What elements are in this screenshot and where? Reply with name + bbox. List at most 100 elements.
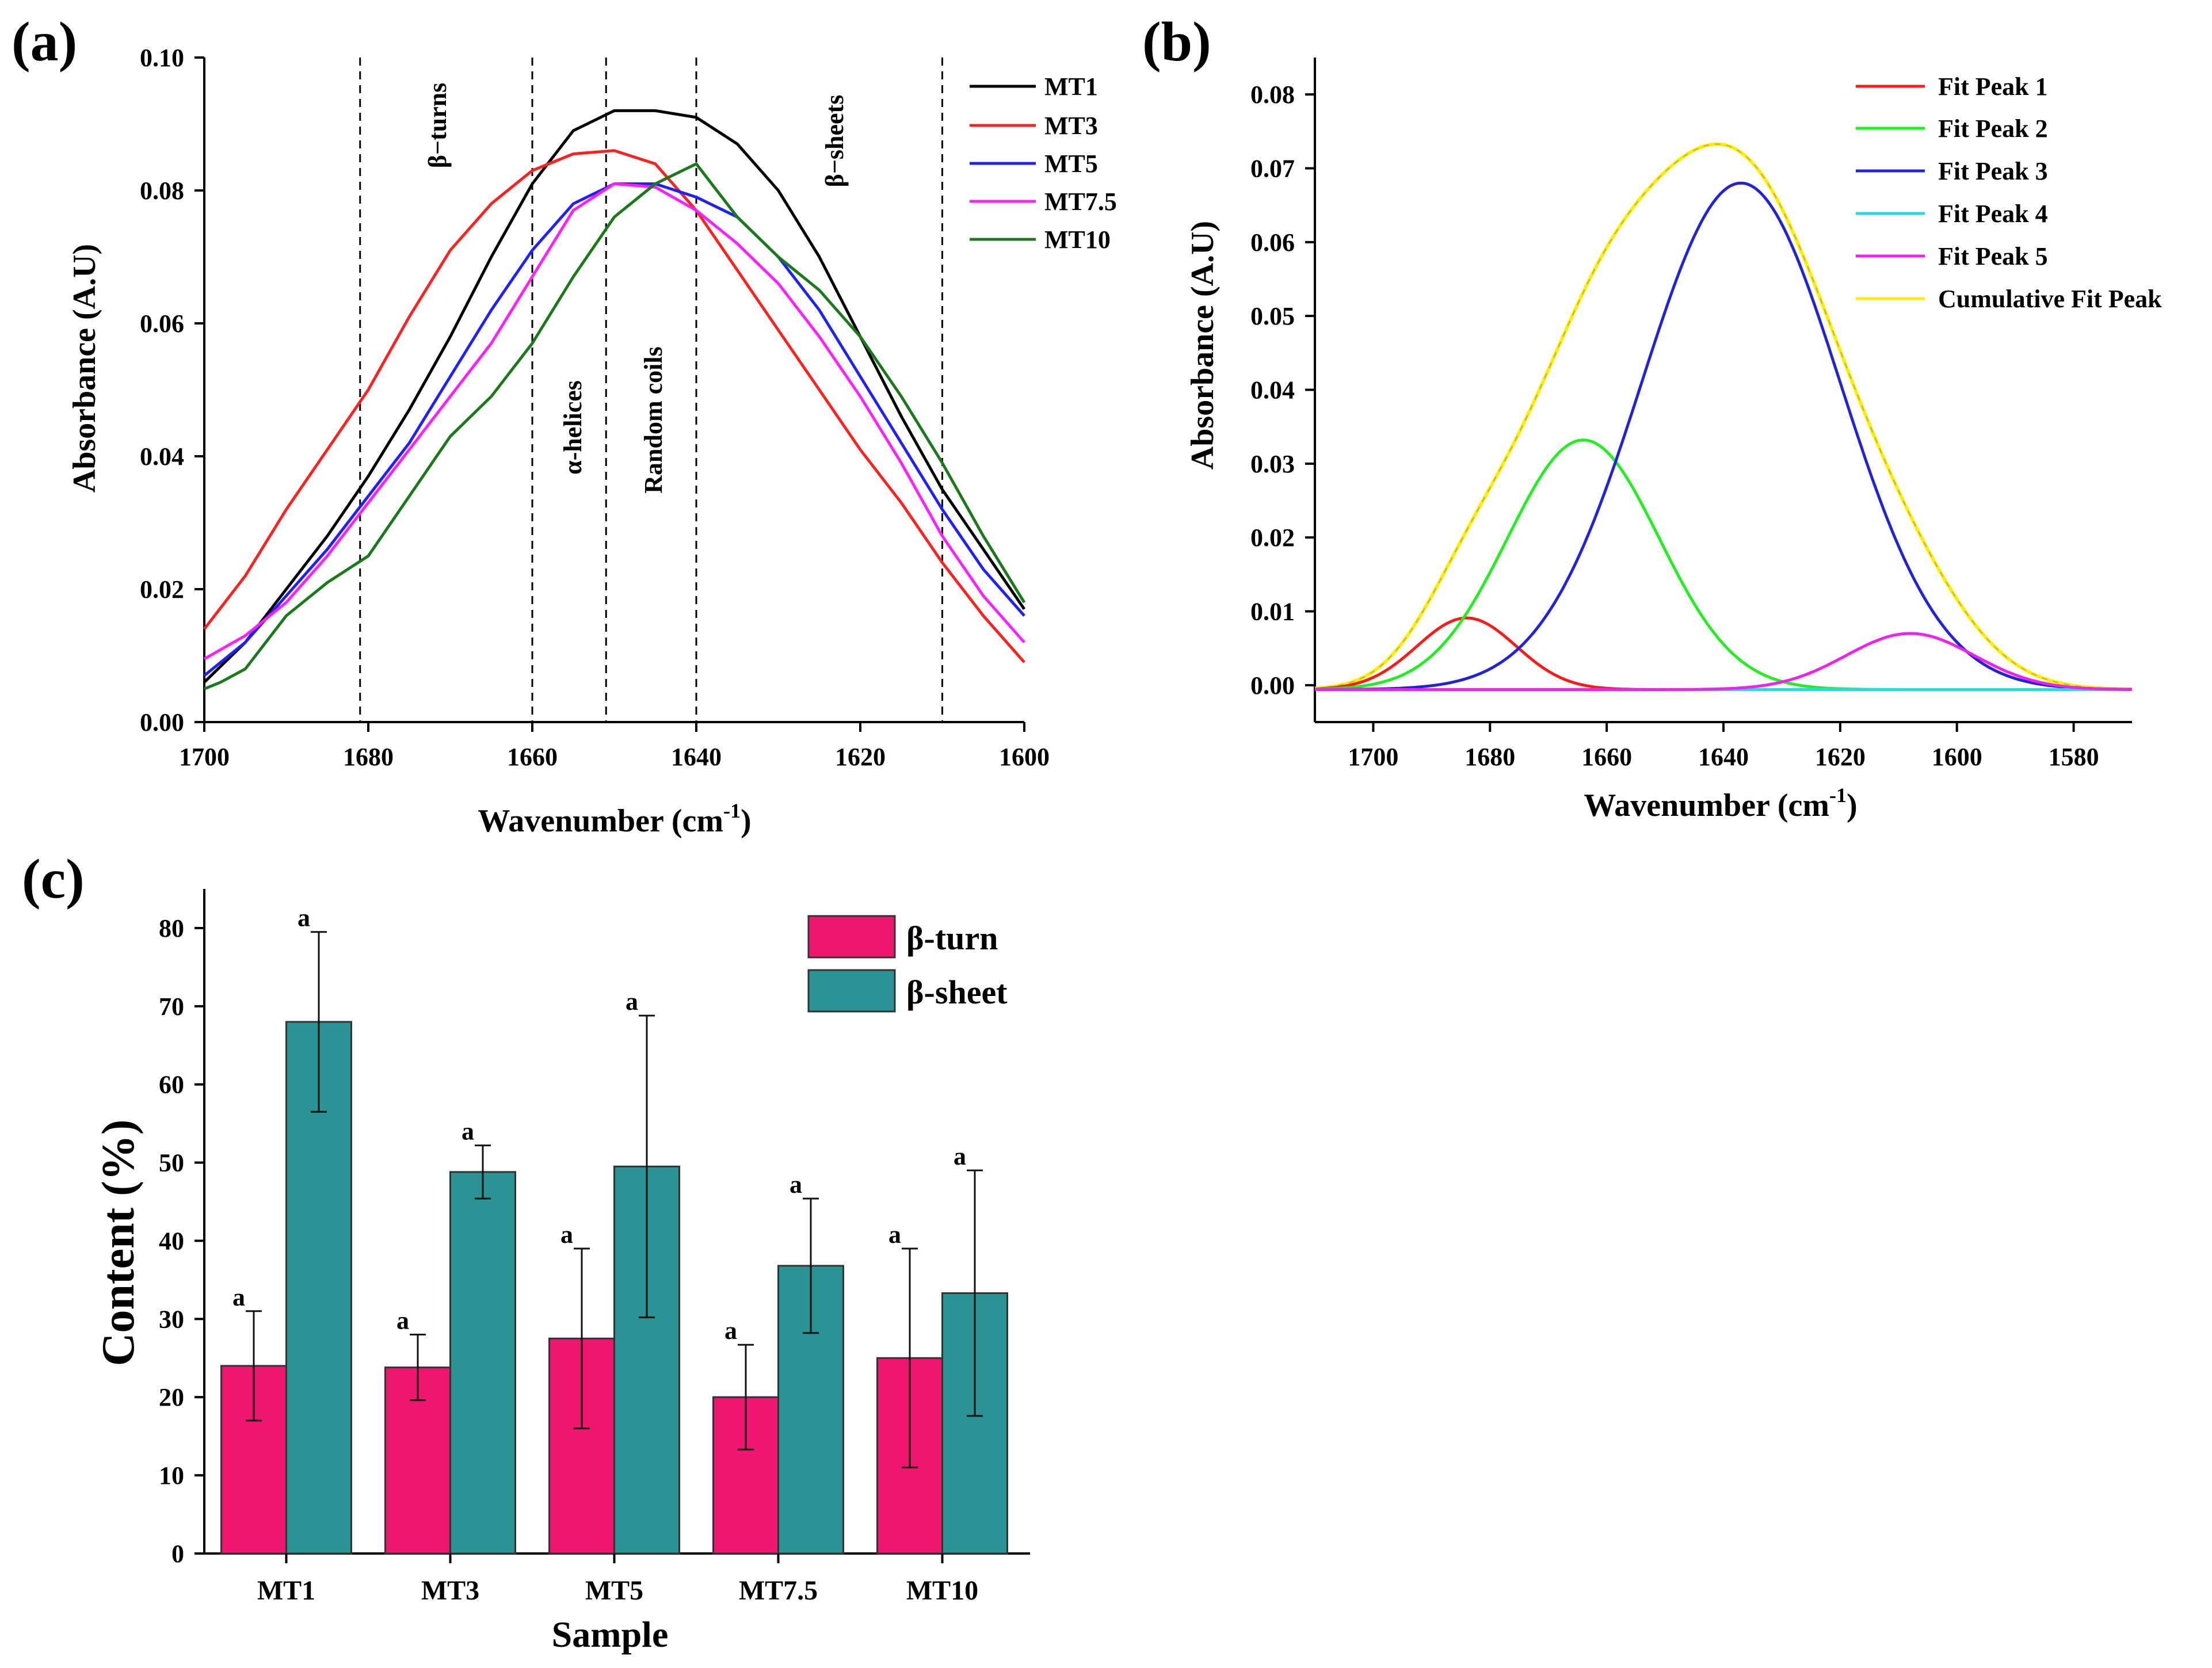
series-line-mt1: [203, 109, 1026, 684]
error-bar: [738, 1343, 754, 1451]
x-tick-label: 1700: [1348, 743, 1398, 771]
x-tick-label: 1640: [671, 743, 722, 771]
error-bar: [574, 1247, 590, 1430]
panel-a-series: [203, 109, 1026, 690]
x-tick-label: 1580: [2049, 743, 2099, 771]
panel-c-legend: β-turn β-sheet: [807, 915, 1008, 1013]
y-tick-label: 60: [159, 1071, 184, 1099]
panel-a-x-axis-label-text: Wavenumber (cm: [478, 803, 723, 839]
panel-c-y-ticks: 0 10 20 30 40 50 60 70 80: [159, 914, 204, 1568]
region-label-random-coils: Random coils: [639, 346, 668, 493]
panel-a-x-axis-label-sup: -1: [723, 799, 741, 822]
y-tick-label: 80: [159, 914, 184, 942]
bar-sheet-mt3: [449, 1171, 516, 1555]
panel-c: (c) a a a a a a a a a a MT1 MT3 MT5 MT7.5 MT10 0 10 20 3…: [22, 848, 1030, 1655]
panel-a-x-axis-label-close: ): [741, 803, 752, 839]
x-tick-label: 1600: [999, 743, 1050, 771]
y-tick-label: 0.06: [140, 310, 184, 338]
x-tick-label: MT7.5: [739, 1575, 818, 1606]
error-bar: [902, 1247, 918, 1469]
significance-label: a: [888, 1220, 901, 1249]
legend-label-mt7-5: MT7.5: [1044, 188, 1117, 216]
x-tick-label: MT10: [906, 1575, 978, 1606]
y-tick-label: 0.03: [1250, 450, 1295, 478]
y-tick-label: 0.05: [1250, 302, 1295, 330]
significance-label: a: [396, 1307, 409, 1335]
panel-a-legend: MT1 MT3 MT5 MT7.5 MT10: [970, 72, 1117, 254]
panel-c-x-ticks: MT1 MT3 MT5 MT7.5 MT10: [257, 1554, 978, 1606]
y-tick-label: 0.08: [1250, 81, 1295, 109]
legend-label-mt3: MT3: [1044, 112, 1098, 140]
panel-b-y-ticks: 0.00 0.01 0.02 0.03 0.04 0.05 0.06 0.07 0.08: [1250, 81, 1315, 700]
y-tick-label: 0.10: [140, 44, 184, 72]
series-line-fit-peak-5: [1315, 632, 2133, 691]
error-bar: [311, 931, 327, 1113]
error-bar: [967, 1169, 983, 1417]
legend-label-fit-peak-2: Fit Peak 2: [1938, 114, 2048, 143]
legend-label-mt10: MT10: [1044, 226, 1111, 254]
panel-a-region-lines: [359, 58, 943, 722]
panel-c-x-axis-label: Sample: [552, 1614, 669, 1655]
x-tick-label: 1640: [1698, 743, 1749, 771]
y-tick-label: 0.02: [1250, 524, 1295, 552]
series-line-mt7-5: [203, 182, 1025, 661]
panel-a-x-axis-label: Wavenumber (cm-1): [478, 799, 751, 839]
y-tick-label: 0.04: [1250, 376, 1295, 404]
significance-label: a: [724, 1316, 737, 1345]
legend-label-mt1: MT1: [1044, 72, 1098, 101]
x-tick-label: 1700: [179, 743, 230, 771]
series-line-mt3: [203, 149, 1025, 663]
panel-b-x-axis-label-text: Wavenumber (cm: [1584, 788, 1829, 823]
y-tick-label: 0.01: [1250, 598, 1295, 626]
region-label-alpha-helices: α-helices: [559, 380, 587, 475]
panel-a-plot-frame: [203, 58, 1024, 723]
panel-a-y-axis-label: Absorbance (A.U): [67, 244, 102, 493]
legend-label-mt5: MT5: [1044, 150, 1098, 178]
significance-label: a: [626, 987, 638, 1016]
legend-label-fit-peak-5: Fit Peak 5: [1938, 242, 2048, 270]
significance-label: a: [560, 1220, 573, 1249]
legend-label-fit-peak-1: Fit Peak 1: [1938, 72, 2048, 101]
series-line-fit-peak-3: [1315, 181, 2133, 691]
error-bar: [639, 1014, 655, 1319]
series-line-fit-peak-1: [1314, 616, 2132, 691]
y-tick-label: 0.07: [1250, 155, 1295, 183]
region-label-beta-turns: β−turns: [424, 83, 452, 169]
significance-label: a: [232, 1283, 245, 1311]
x-tick-label: 1620: [835, 743, 886, 771]
error-bar: [803, 1197, 819, 1334]
panel-b-x-axis-label: Wavenumber (cm-1): [1584, 784, 1857, 823]
legend-label-fit-peak-4: Fit Peak 4: [1938, 200, 2048, 228]
x-tick-label: MT3: [421, 1575, 479, 1606]
x-tick-label: 1620: [1815, 743, 1866, 771]
panel-a-y-ticks: 0.00 0.02 0.04 0.06 0.08 0.10: [140, 44, 204, 736]
x-tick-label: MT5: [585, 1575, 643, 1606]
error-bar: [410, 1334, 426, 1402]
series-line-mt5: [203, 182, 1025, 677]
panel-b-label: (b): [1142, 11, 1211, 73]
panel-b-x-axis-label-sup: -1: [1829, 784, 1847, 807]
x-tick-label: 1680: [1465, 743, 1515, 771]
panel-c-label: (c): [22, 848, 85, 910]
y-tick-label: 30: [159, 1305, 184, 1333]
x-tick-label: 1680: [343, 743, 394, 771]
y-tick-label: 40: [159, 1227, 184, 1255]
series-line-measured-spectrum: [1314, 143, 2133, 690]
error-bar: [475, 1144, 491, 1200]
series-line-fit-peak-2: [1314, 438, 2132, 691]
panel-c-y-axis-label: Content (%): [93, 1120, 144, 1367]
series-line-mt10: [204, 162, 1026, 690]
significance-label: a: [298, 904, 310, 932]
legend-swatch-beta-sheet: [807, 969, 896, 1013]
y-tick-label: 0.00: [1250, 671, 1295, 700]
region-label-beta-sheets: β−sheets: [821, 95, 849, 188]
x-tick-label: 1660: [1581, 743, 1632, 771]
y-tick-label: 10: [159, 1461, 184, 1490]
significance-label: a: [790, 1170, 802, 1198]
y-tick-label: 0.08: [140, 177, 184, 205]
panel-b-legend: Fit Peak 1 Fit Peak 2 Fit Peak 3 Fit Pea…: [1856, 72, 2162, 313]
y-tick-label: 0.00: [140, 708, 184, 736]
y-tick-label: 70: [159, 993, 184, 1021]
panel-a: (a) 1700 1680 1660 1640 1620 1600 0.000.020.0…: [12, 11, 1117, 839]
